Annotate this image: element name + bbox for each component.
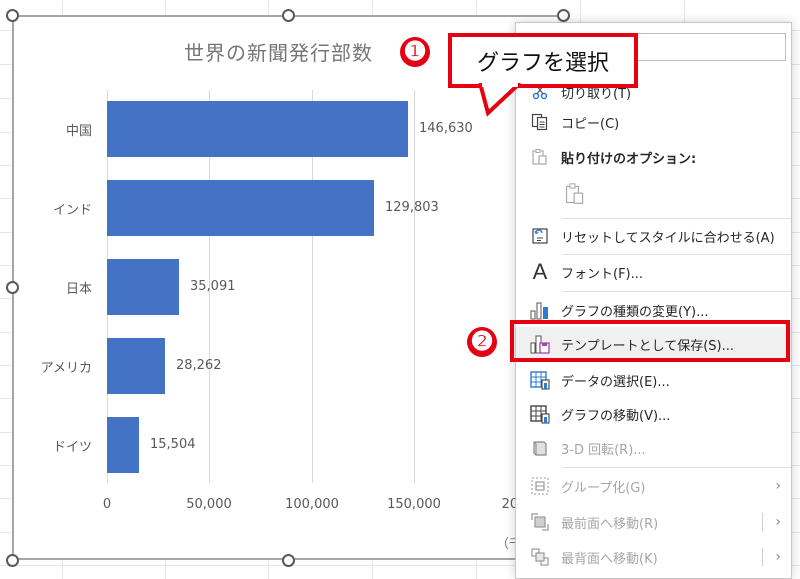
menu-item-reset-style[interactable]: リセットしてスタイルに合わせる(A)	[516, 219, 791, 253]
menu-item-label: リセットしてスタイルに合わせる(A)	[561, 230, 775, 246]
data-label[interactable]: 15,504	[150, 437, 196, 452]
menu-item-change-chart-type[interactable]: グラフの種類の変更(Y)...	[516, 293, 791, 327]
menu-item-group[interactable]: グループ化(G) ›	[516, 469, 791, 503]
move-chart-icon	[529, 403, 551, 425]
bar-india[interactable]	[107, 180, 374, 236]
menu-item-label: グラフの種類の変更(Y)...	[561, 304, 709, 320]
axis-tick-label: 50,000	[186, 497, 232, 512]
save-template-icon	[529, 333, 551, 355]
group-icon	[529, 475, 551, 497]
plot-area[interactable]: 146,630 129,803 35,091 28,262 15,504	[107, 90, 518, 483]
step-number: ❶	[403, 37, 427, 67]
context-menu: 切り取り(T) コピー(C) 貼り付けのオプション: リセットしてスタイルに合わ…	[515, 22, 792, 579]
paste-icon	[529, 146, 551, 168]
resize-handle-bottom[interactable]	[282, 554, 295, 567]
menu-item-label: 最背面へ移動(K)	[561, 551, 658, 567]
category-label: 日本	[65, 282, 92, 297]
highlight-save-template	[510, 320, 790, 362]
bar-china[interactable]	[107, 101, 408, 157]
bring-front-icon	[529, 511, 551, 533]
chart-title[interactable]: 世界の新聞発行部数	[184, 41, 373, 65]
data-label[interactable]: 146,630	[419, 121, 473, 136]
step-number: ❷	[470, 327, 494, 357]
resize-handle-left[interactable]	[6, 281, 19, 294]
category-label: 中国	[65, 124, 92, 139]
step-1-badge: ❶	[400, 37, 430, 67]
chevron-right-icon: ›	[775, 478, 781, 494]
axis-tick-label: 150,000	[387, 497, 441, 512]
menu-item-label: フォント(F)...	[561, 266, 644, 282]
menu-item-label: グラフの移動(V)...	[561, 408, 671, 424]
menu-item-label: グループ化(G)	[561, 480, 646, 496]
copy-icon	[529, 111, 551, 133]
menu-item-cut[interactable]: 切り取り(T)	[516, 75, 791, 109]
callout-select-chart: グラフを選択	[448, 33, 638, 88]
step-2-badge: ❷	[467, 327, 497, 357]
gridline	[312, 90, 313, 483]
menu-item-label: 3-D 回転(R)...	[561, 442, 646, 458]
data-label[interactable]: 129,803	[385, 200, 439, 215]
chevron-right-icon[interactable]: ›	[775, 549, 781, 565]
bar-japan[interactable]	[107, 259, 179, 315]
resize-handle-top-right[interactable]	[557, 9, 570, 22]
menu-item-paste-options: 貼り付けのオプション:	[516, 140, 791, 174]
menu-item-label: データの選択(E)...	[561, 374, 670, 390]
axis-tick-label: 100,000	[285, 497, 339, 512]
category-label: アメリカ	[40, 361, 92, 376]
paste-option-button[interactable]	[562, 175, 622, 213]
menu-separator	[562, 467, 791, 468]
data-label[interactable]: 35,091	[190, 279, 236, 294]
menu-item-save-as-template[interactable]: テンプレートとして保存(S)...	[516, 327, 791, 361]
menu-item-label: 最前面へ移動(R)	[561, 516, 659, 532]
category-label: インド	[52, 203, 92, 218]
menu-separator	[562, 254, 791, 255]
category-label: ドイツ	[52, 440, 92, 455]
menu-item-label: テンプレートとして保存(S)...	[561, 338, 735, 354]
menu-item-bring-to-front[interactable]: 最前面へ移動(R) ›	[516, 505, 791, 539]
paste-keep-format-icon	[564, 183, 586, 205]
chevron-right-icon[interactable]: ›	[775, 514, 781, 530]
menu-item-3d-rotation[interactable]: 3-D 回転(R)...	[516, 431, 791, 465]
menu-item-label: コピー(C)	[561, 116, 620, 132]
send-back-icon	[529, 546, 551, 568]
resize-handle-top[interactable]	[282, 9, 295, 22]
gridline	[209, 90, 210, 483]
menu-item-move-chart[interactable]: グラフの移動(V)...	[516, 397, 791, 431]
split-divider	[762, 513, 763, 531]
menu-separator	[562, 218, 791, 219]
menu-item-font[interactable]: A フォント(F)...	[516, 255, 791, 289]
callout-pointer	[478, 83, 522, 117]
callout-text: グラフを選択	[476, 50, 609, 76]
menu-item-send-to-back[interactable]: 最背面へ移動(K) ›	[516, 540, 791, 574]
3d-rotate-icon	[529, 437, 551, 459]
data-label[interactable]: 28,262	[176, 358, 222, 373]
split-divider	[762, 548, 763, 566]
resize-handle-top-left[interactable]	[6, 9, 19, 22]
bar-germany[interactable]	[107, 417, 139, 473]
menu-separator	[562, 291, 791, 292]
select-data-icon	[529, 369, 551, 391]
gridline	[414, 90, 415, 483]
chart-type-icon	[529, 299, 551, 321]
menu-item-label: 貼り付けのオプション:	[561, 151, 697, 167]
menu-item-copy[interactable]: コピー(C)	[516, 105, 791, 139]
resize-handle-bottom-left[interactable]	[6, 554, 19, 567]
font-icon: A	[532, 259, 548, 284]
menu-item-select-data[interactable]: データの選択(E)...	[516, 363, 791, 397]
bar-usa[interactable]	[107, 338, 165, 394]
reset-style-icon	[529, 225, 551, 247]
menu-item-label: 切り取り(T)	[561, 86, 632, 102]
bar-chart[interactable]: 世界の新聞発行部数 146,630 129,803 35,091 28,262 …	[12, 15, 565, 560]
axis-tick-label: 0	[102, 497, 112, 512]
